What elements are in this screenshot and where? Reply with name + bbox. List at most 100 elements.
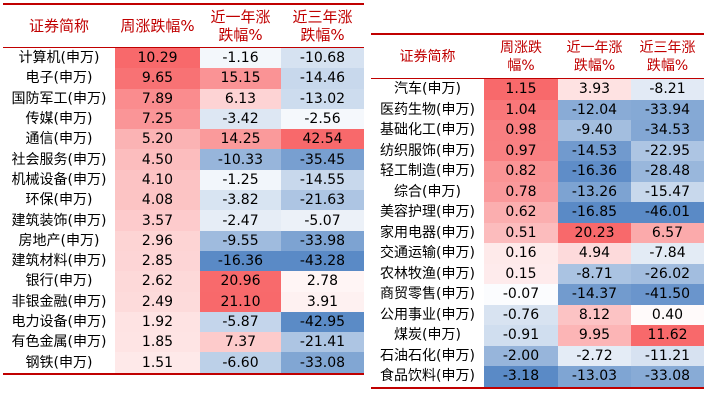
industry-name-cell: 非银金融(申万) [3,291,115,312]
industry-name-cell: 社会服务(申万) [3,149,115,170]
industry-name-cell: 房地产(申万) [3,230,115,251]
three-year-change-cell: -28.48 [631,161,704,182]
industry-name-cell: 食品饮料(申万) [371,366,484,389]
three-year-change-cell: -35.45 [281,149,364,170]
industry-name-cell: 电力设备(申万) [3,311,115,333]
industry-name-cell: 计算机(申万) [3,47,115,69]
table-row: 社会服务(申万) 4.50 -10.33 -35.45 [3,149,364,170]
one-year-change-cell: 9.95 [558,325,631,346]
left-table-header: 证券简称 周涨跌幅% 近一年涨 跌幅% 近三年涨 跌幅% [3,4,364,48]
table-row: 电子(申万) 9.65 15.15 -14.46 [3,68,364,89]
three-year-change-cell: -11.21 [631,345,704,366]
industry-name-cell: 公用事业(申万) [371,304,484,325]
one-year-change-cell: -13.26 [558,181,631,202]
industry-name-cell: 美容护理(申万) [371,202,484,223]
one-year-change-cell: 7.37 [200,332,281,353]
industry-name-cell: 医药生物(申万) [371,99,484,120]
industry-name-cell: 有色金属(申万) [3,332,115,353]
three-year-change-cell: -33.98 [281,230,364,251]
weekly-change-cell: 1.04 [484,99,558,120]
one-year-change-cell: -16.36 [558,161,631,182]
header-security-name: 证券简称 [3,4,115,48]
one-year-change-cell: -16.36 [200,250,281,272]
industry-name-cell: 汽车(申万) [371,78,484,100]
one-year-change-cell: -3.42 [200,108,281,130]
header-three-year-change: 近三年涨 跌幅% [281,4,364,48]
table-row: 基础化工(申万) 0.98 -9.40 -34.53 [371,120,704,141]
one-year-change-cell: 20.23 [558,222,631,243]
one-year-change-cell: 15.15 [200,68,281,89]
industry-name-cell: 纺织服饰(申万) [371,140,484,161]
industry-name-cell: 商贸零售(申万) [371,284,484,305]
one-year-change-cell: -8.71 [558,263,631,284]
three-year-change-cell: 42.54 [281,129,364,150]
one-year-change-cell: 3.93 [558,78,631,100]
three-year-change-cell: 0.40 [631,304,704,325]
three-year-change-cell: -14.46 [281,68,364,89]
one-year-change-cell: -9.55 [200,230,281,251]
three-year-change-cell: -43.28 [281,250,364,272]
three-year-change-cell: -2.56 [281,108,364,130]
header-weekly-change: 周涨跌幅% [115,4,200,48]
industry-name-cell: 轻工制造(申万) [371,161,484,182]
table-row: 通信(申万) 5.20 14.25 42.54 [3,129,364,150]
weekly-change-cell: 0.82 [484,161,558,182]
weekly-change-cell: 1.92 [115,311,200,333]
weekly-change-cell: 5.20 [115,129,200,150]
weekly-change-cell: 2.62 [115,271,200,292]
weekly-change-cell: 10.29 [115,47,200,69]
one-year-change-cell: -3.82 [200,190,281,211]
industry-name-cell: 国防军工(申万) [3,88,115,109]
table-row: 房地产(申万) 2.96 -9.55 -33.98 [3,230,364,251]
industry-name-cell: 综合(申万) [371,181,484,202]
table-row: 有色金属(申万) 1.85 7.37 -21.41 [3,332,364,353]
industry-name-cell: 基础化工(申万) [371,120,484,141]
weekly-change-cell: 1.51 [115,352,200,375]
three-year-change-cell: 11.62 [631,325,704,346]
one-year-change-cell: 21.10 [200,291,281,312]
three-year-change-cell: -10.68 [281,47,364,69]
three-year-change-cell: -21.41 [281,332,364,353]
one-year-change-cell: -10.33 [200,149,281,170]
table-row: 商贸零售(申万) -0.07 -14.37 -41.50 [371,284,704,305]
one-year-change-cell: -9.40 [558,120,631,141]
three-year-change-cell: -21.63 [281,190,364,211]
three-year-change-cell: -5.07 [281,210,364,231]
one-year-change-cell: -5.87 [200,311,281,333]
weekly-change-cell: -0.07 [484,284,558,305]
three-year-change-cell: -26.02 [631,263,704,284]
weekly-change-cell: 0.51 [484,222,558,243]
header-one-year-change: 近一年涨 跌幅% [558,34,631,79]
industry-name-cell: 钢铁(申万) [3,352,115,375]
three-year-change-cell: -7.84 [631,243,704,264]
weekly-change-cell: 0.62 [484,202,558,223]
one-year-change-cell: -6.60 [200,352,281,375]
industry-name-cell: 银行(申万) [3,271,115,292]
industry-name-cell: 家用电器(申万) [371,222,484,243]
three-year-change-cell: -41.50 [631,284,704,305]
three-year-change-cell: -14.55 [281,169,364,191]
three-year-change-cell: -42.95 [281,311,364,333]
one-year-change-cell: -2.47 [200,210,281,231]
three-year-change-cell: -33.08 [281,352,364,375]
one-year-change-cell: -13.03 [558,366,631,389]
right-table-header: 证券简称 周涨跌 幅% 近一年涨 跌幅% 近三年涨 跌幅% [371,34,704,79]
one-year-change-cell: -12.04 [558,99,631,120]
weekly-change-cell: 0.15 [484,263,558,284]
table-row: 银行(申万) 2.62 20.96 2.78 [3,271,364,292]
weekly-change-cell: 2.49 [115,291,200,312]
one-year-change-cell: -14.37 [558,284,631,305]
industry-name-cell: 农林牧渔(申万) [371,263,484,284]
table-row: 汽车(申万) 1.15 3.93 -8.21 [371,78,704,100]
table-row: 公用事业(申万) -0.76 8.12 0.40 [371,304,704,325]
one-year-change-cell: 14.25 [200,129,281,150]
weekly-change-cell: 0.98 [484,120,558,141]
table-row: 煤炭(申万) -0.91 9.95 11.62 [371,325,704,346]
three-year-change-cell: 3.91 [281,291,364,312]
industry-name-cell: 交通运输(申万) [371,243,484,264]
right-industry-table: 证券简称 周涨跌 幅% 近一年涨 跌幅% 近三年涨 跌幅% 汽车(申万) 1.15… [371,33,704,389]
weekly-change-cell: 7.89 [115,88,200,109]
one-year-change-cell: -1.16 [200,47,281,69]
table-row: 建筑材料(申万) 2.85 -16.36 -43.28 [3,250,364,272]
table-row: 电力设备(申万) 1.92 -5.87 -42.95 [3,311,364,333]
